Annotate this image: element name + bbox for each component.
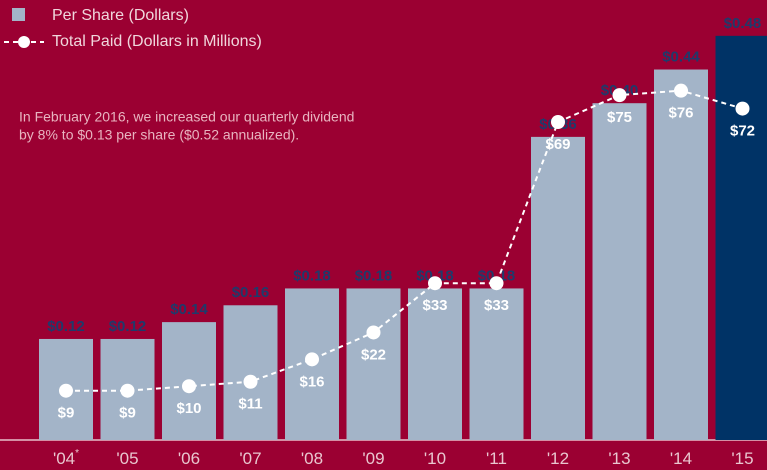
total-value-label: $75 [607, 109, 632, 126]
total-value-label: $9 [119, 405, 136, 422]
bar-value-label: $0.18 [355, 267, 393, 284]
annotation: In February 2016, we increased our quart… [19, 109, 354, 125]
legend-label: Total Paid (Dollars in Millions) [52, 33, 262, 50]
x-tick-label: '09 [362, 449, 384, 468]
total-dot [305, 352, 319, 367]
bar [654, 69, 708, 441]
bar [408, 288, 462, 440]
x-tick-label-text: '15 [731, 449, 753, 468]
x-tick-label: '04* [53, 448, 79, 469]
x-tick-label: '11 [486, 449, 507, 468]
bar [469, 288, 524, 440]
bar-value-label: $0.12 [109, 318, 147, 335]
total-dot [182, 379, 196, 394]
x-tick-label: '12 [547, 449, 569, 468]
x-tick-label-text: '09 [362, 449, 384, 468]
x-tick-label-text: '13 [608, 449, 630, 468]
total-dot [59, 383, 73, 398]
x-tick-label-text: '06 [178, 449, 200, 468]
total-dot [612, 88, 627, 103]
x-tick-label: '15 [731, 449, 753, 468]
x-tick-label: '05 [116, 449, 138, 468]
bar-value-label: $0.44 [662, 48, 700, 65]
total-dot [428, 276, 442, 291]
total-dot [120, 383, 135, 398]
total-line [66, 89, 743, 392]
legend-swatch-dot [18, 36, 30, 48]
total-value-label: $69 [545, 136, 570, 153]
x-tick-label-text: '05 [116, 449, 138, 468]
bar [592, 103, 647, 440]
total-dot [551, 115, 565, 129]
legend-swatch-bar [12, 8, 25, 21]
total-value-label: $76 [668, 105, 693, 122]
x-tick-label-text: '10 [424, 449, 446, 468]
x-tick-label: '10 [424, 449, 446, 468]
x-tick-label-text: '07 [239, 449, 261, 468]
total-value-label: $11 [238, 396, 262, 413]
total-value-label: $72 [730, 123, 755, 140]
x-tick-label-text: '04 [53, 449, 75, 468]
bar-value-label: $0.12 [47, 318, 85, 335]
bar [715, 35, 767, 441]
bar [531, 136, 585, 440]
total-dot [243, 374, 258, 389]
total-dot [366, 325, 381, 340]
total-dot [674, 83, 688, 98]
total-dot [735, 101, 750, 116]
x-tick-label-text: '14 [670, 449, 692, 468]
total-value-label: $16 [299, 373, 324, 390]
legend-label: Per Share (Dollars) [52, 7, 189, 24]
bar-value-label: $0.18 [416, 267, 454, 284]
x-tick-label: '13 [608, 449, 630, 468]
bar-value-label: $0.18 [478, 267, 516, 284]
bar-value-label: $0.18 [293, 267, 331, 284]
x-tick-label-text: '08 [301, 449, 323, 468]
bar [346, 288, 401, 440]
annotation: by 8% to $0.13 per share ($0.52 annualiz… [19, 127, 299, 143]
total-value-label: $9 [58, 405, 75, 422]
bar-value-label: $0.16 [232, 284, 270, 301]
total-dot [489, 276, 504, 291]
total-value-label: $33 [422, 297, 447, 314]
bar-value-label: $0.14 [170, 301, 208, 318]
x-tick-label: '14 [670, 449, 692, 468]
x-tick-label-text: '11 [486, 449, 507, 468]
footnote-marker: * [75, 448, 79, 459]
total-value-label: $22 [361, 346, 386, 363]
x-tick-label: '06 [178, 449, 200, 468]
x-tick-label: '08 [301, 449, 323, 468]
bar-value-label: $0.48 [724, 15, 762, 32]
total-value-label: $10 [176, 400, 201, 417]
bar [223, 305, 278, 440]
x-tick-label: '07 [239, 449, 261, 468]
total-value-label: $33 [484, 297, 509, 314]
x-tick-label-text: '12 [547, 449, 569, 468]
